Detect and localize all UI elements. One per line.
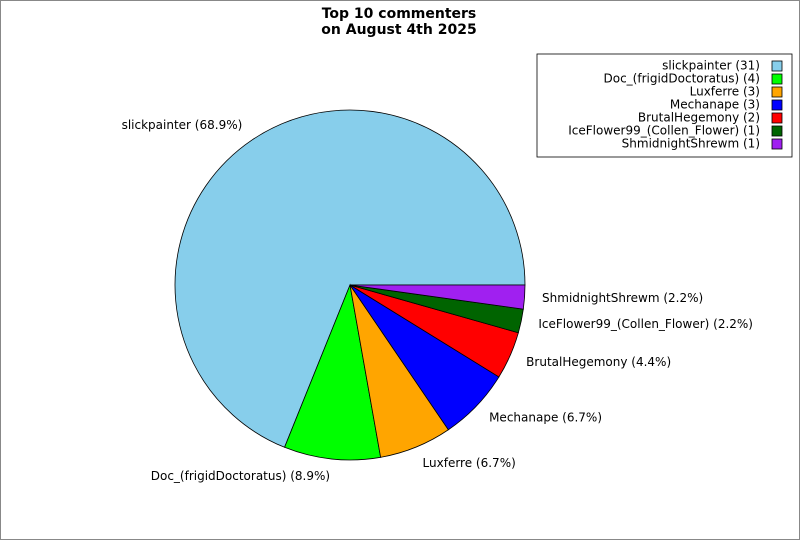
slice-label: BrutalHegemony (4.4%): [526, 355, 671, 369]
legend-label: BrutalHegemony (2): [638, 111, 760, 125]
slice-label: IceFlower99_(Collen_Flower) (2.2%): [538, 317, 753, 331]
legend-swatch: [771, 138, 783, 150]
legend-label: ShmidnightShrewm (1): [622, 137, 760, 151]
slice-label: slickpainter (68.9%): [122, 118, 243, 132]
slice-label: Doc_(frigidDoctoratus) (8.9%): [151, 469, 330, 483]
legend-swatch: [771, 86, 783, 98]
legend-label: IceFlower99_(Collen_Flower) (1): [568, 124, 760, 138]
legend-swatch: [771, 73, 783, 85]
legend-label: Doc_(frigidDoctoratus) (4): [604, 72, 761, 86]
pie-slice: [174, 109, 526, 448]
pie-slice: [349, 284, 526, 310]
chart-title: on August 4th 2025: [321, 22, 476, 38]
legend-label: slickpainter (31): [662, 59, 760, 73]
legend-swatch: [771, 99, 783, 111]
legend-box: [536, 53, 793, 158]
slice-label: Luxferre (6.7%): [423, 456, 516, 470]
slice-label: ShmidnightShrewm (2.2%): [542, 291, 703, 305]
slice-label: Mechanape (6.7%): [489, 411, 602, 425]
legend-label: Luxferre (3): [690, 85, 760, 99]
pie-slice: [284, 283, 382, 461]
legend-label: Mechanape (3): [670, 98, 760, 112]
legend-swatch: [771, 60, 783, 72]
chart-title: Top 10 commenters: [322, 6, 477, 22]
legend-swatch: [771, 125, 783, 137]
legend-swatch: [771, 112, 783, 124]
